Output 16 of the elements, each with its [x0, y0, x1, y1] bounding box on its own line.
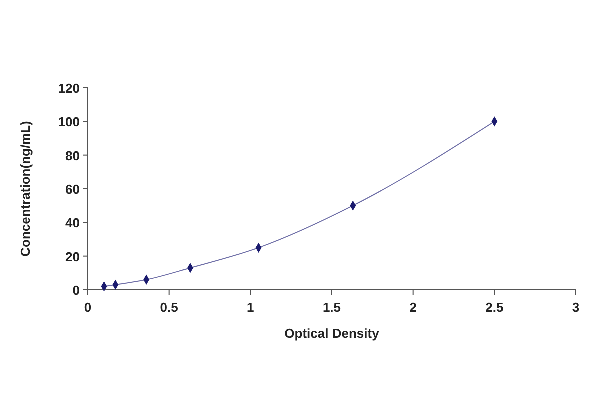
- x-tick-label: 0: [84, 300, 92, 315]
- x-tick-label: 0.5: [160, 300, 178, 315]
- y-tick-label: 120: [58, 81, 80, 96]
- y-tick-label: 80: [66, 148, 80, 164]
- x-tick-label: 2.5: [486, 300, 504, 315]
- y-axis-title: Concentration(ng/mL): [18, 121, 33, 257]
- x-tick-label: 1: [247, 300, 254, 315]
- y-tick-label: 20: [66, 249, 80, 264]
- y-tick-label: 60: [66, 182, 80, 197]
- y-tick-label: 100: [58, 114, 80, 130]
- x-tick-label: 2: [410, 300, 417, 315]
- y-tick-label: 40: [66, 216, 80, 231]
- x-tick-label: 1.5: [322, 300, 342, 315]
- x-tick-label: 3: [572, 300, 580, 315]
- y-tick-label: 0: [72, 283, 80, 298]
- x-axis-title: Optical Density: [284, 326, 380, 341]
